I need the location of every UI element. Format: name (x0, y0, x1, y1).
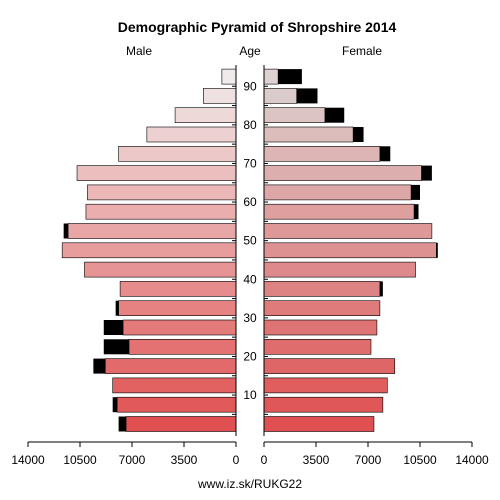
female-bar (263, 88, 297, 104)
chart-title: Demographic Pyramid of Shropshire 2014 (118, 19, 397, 35)
female-excess-bar (411, 184, 420, 200)
male-bar (174, 107, 237, 123)
male-x-tick-label: 0 (233, 453, 240, 467)
bars-layer (61, 68, 438, 432)
male-excess-bar (112, 397, 118, 413)
female-bar (263, 338, 372, 355)
age-tick-label: 90 (243, 79, 257, 93)
male-excess-bar (93, 358, 106, 374)
female-bar (263, 165, 422, 181)
female-label: Female (342, 44, 382, 58)
female-bar (263, 184, 412, 201)
male-excess-bar (103, 320, 124, 335)
male-x-tick-label: 7000 (119, 453, 146, 467)
male-excess-bar (118, 416, 127, 432)
age-label: Age (239, 44, 261, 58)
age-tick-label: 10 (243, 388, 257, 402)
female-bar (263, 416, 375, 432)
female-excess-bar (414, 204, 419, 220)
male-x-tick-label: 10500 (63, 453, 97, 467)
female-bar (263, 223, 433, 239)
female-excess-bar (379, 146, 391, 162)
male-bar (128, 338, 237, 355)
male-bar (104, 358, 237, 374)
male-bar (116, 396, 237, 413)
male-label: Male (126, 44, 152, 58)
male-bar (67, 223, 237, 239)
male-bar (87, 184, 237, 201)
female-excess-bar (353, 127, 364, 142)
female-excess-bar (278, 69, 302, 85)
male-bar (84, 261, 237, 278)
male-x-tick-label: 3500 (171, 453, 198, 467)
female-bar (263, 300, 381, 317)
age-tick-label: 60 (243, 195, 257, 209)
male-excess-bar (103, 339, 130, 355)
male-bar (122, 319, 237, 336)
female-bar (263, 126, 354, 143)
female-excess-bar (421, 165, 432, 181)
age-tick-label: 70 (243, 156, 257, 170)
female-bar (263, 261, 416, 278)
age-tick-label: 20 (243, 349, 257, 363)
female-x-tick-label: 14000 (455, 453, 489, 467)
male-bar (118, 146, 237, 162)
male-bar (76, 165, 237, 181)
female-bar (263, 396, 384, 413)
male-bar (203, 88, 237, 104)
female-x-tick-label: 3500 (303, 453, 330, 467)
male-bar (112, 377, 237, 394)
male-bar (119, 281, 237, 297)
male-bar (61, 242, 237, 259)
age-tick-label: 40 (243, 272, 257, 286)
male-x-tick-label: 14000 (11, 453, 45, 467)
female-bar (263, 242, 437, 259)
male-excess-bar (63, 223, 69, 239)
female-bar (263, 146, 381, 162)
female-bar (263, 358, 396, 374)
female-x-tick-label: 0 (261, 453, 268, 467)
female-excess-bar (296, 88, 318, 104)
female-bar (263, 319, 378, 336)
male-excess-bar (115, 300, 119, 316)
age-tick-label: 50 (243, 234, 257, 248)
female-excess-bar (436, 242, 438, 258)
male-bar (146, 126, 237, 143)
female-bar (263, 377, 388, 394)
female-bar (263, 281, 381, 297)
female-x-tick-label: 7000 (355, 453, 382, 467)
male-bar (125, 416, 237, 432)
female-excess-bar (379, 281, 383, 297)
male-bar (85, 203, 237, 220)
age-tick-label: 30 (243, 311, 257, 325)
female-x-tick-label: 10500 (403, 453, 437, 467)
male-bar (118, 300, 237, 317)
source-label: www.iz.sk/RUKG22 (197, 477, 302, 491)
axes-layer: 10 20 30 40 50 60 70 80 90 14000 10500 7000 3500 0 0 35… (11, 65, 489, 467)
age-tick-label: 80 (243, 118, 257, 132)
female-bar (263, 107, 326, 123)
female-bar (263, 68, 279, 85)
female-excess-bar (324, 107, 345, 123)
male-bar (221, 68, 237, 85)
female-bar (263, 203, 415, 220)
